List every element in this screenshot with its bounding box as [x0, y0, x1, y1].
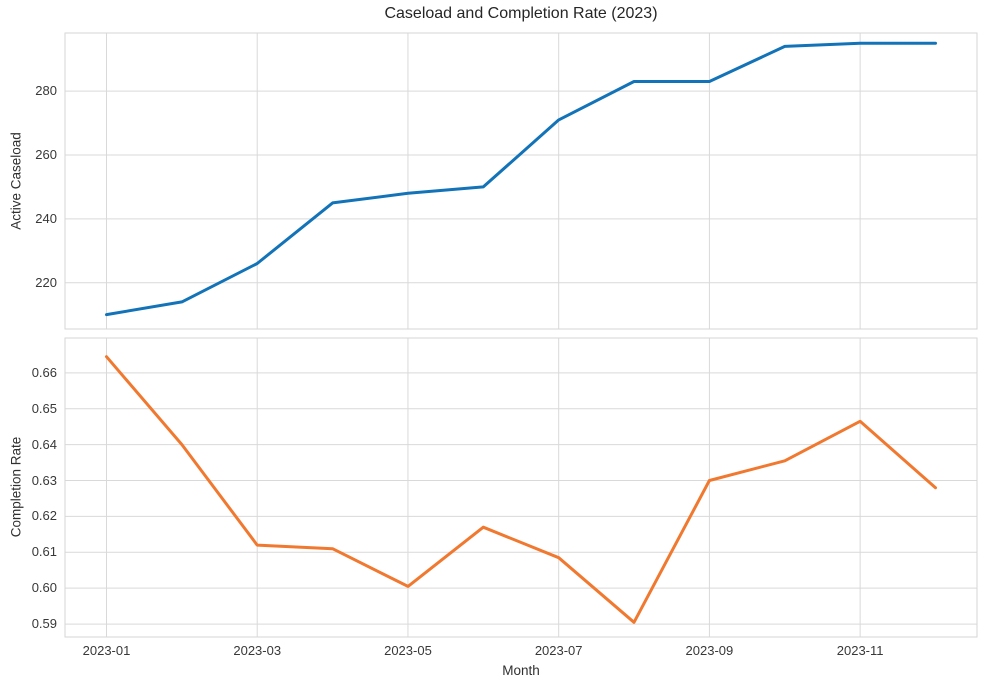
- y-tick-label: 260: [35, 146, 57, 162]
- y-tick-label: 220: [35, 274, 57, 290]
- x-tick-label: 2023-01: [82, 643, 131, 658]
- active-caseload-line: [105, 41, 937, 317]
- completion-rate-line: [105, 355, 937, 624]
- x-axis-label: Month: [502, 663, 540, 678]
- x-tick-label: 2023-05: [384, 643, 432, 658]
- y-tick-label: 0.59: [31, 616, 57, 632]
- y-tick-label: 0.60: [31, 580, 57, 596]
- x-tick-label: 2023-09: [685, 643, 734, 658]
- x-tick-label: 2023-11: [836, 643, 884, 658]
- y-tick-label: 0.62: [31, 508, 57, 524]
- y-tick-label: 240: [35, 210, 57, 226]
- x-tick-label: 2023-03: [233, 643, 282, 658]
- x-tick-label: 2023-07: [534, 643, 583, 658]
- y-tick-label: 0.65: [31, 400, 57, 416]
- axes-border: [64, 32, 978, 330]
- y-tick-label: 280: [35, 83, 57, 99]
- y-tick-label: 0.64: [31, 436, 57, 452]
- axes-border: [64, 337, 978, 638]
- y-tick-label: 0.63: [31, 472, 57, 488]
- y-tick-label: 0.61: [31, 544, 57, 560]
- y-tick-label: 0.66: [31, 364, 57, 380]
- chart-title: Caseload and Completion Rate (2023): [384, 5, 658, 22]
